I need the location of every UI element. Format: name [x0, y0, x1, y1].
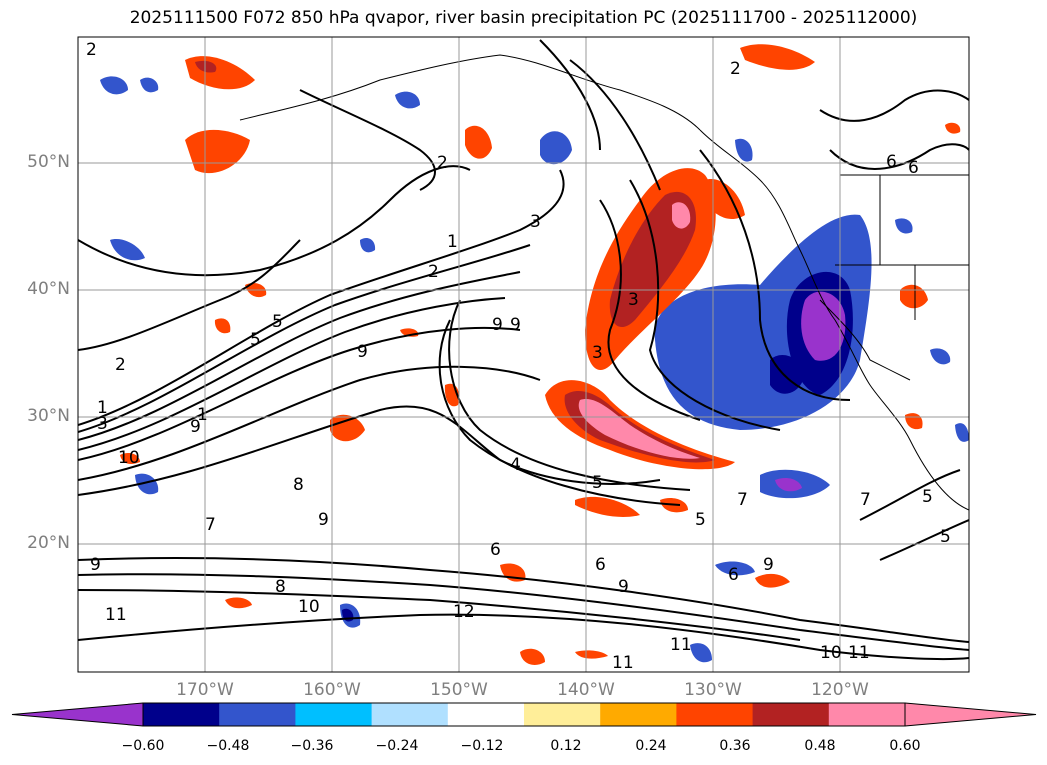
colorbar-cell: [143, 703, 220, 726]
contour-label: 11: [848, 643, 870, 663]
colorbar-tick-label: −0.12: [460, 738, 504, 754]
contour-label: 7: [860, 490, 871, 510]
colorbar-extend-min: [12, 703, 143, 726]
colorbar-cell: [676, 703, 754, 726]
contour-label: 9: [190, 417, 201, 437]
graticule: [78, 37, 969, 672]
contour-label: 10: [820, 643, 842, 663]
lon-label: 170°W: [176, 680, 234, 700]
lon-label: 120°W: [811, 680, 869, 700]
colorbar-cell: [371, 703, 449, 726]
contour-label: 2: [115, 355, 126, 375]
colorbar-cell: [219, 703, 296, 726]
contour-label: 2: [428, 262, 439, 282]
lat-label: 20°N: [27, 533, 70, 553]
precip-anomaly-fill: [100, 44, 969, 665]
contour-labels: 2 2 2 1 2 5 5 2 1 3 9 9 10 3 1 9 9 9 8 7…: [86, 40, 951, 673]
coastlines: [239, 54, 969, 511]
contour-label: 9: [763, 555, 774, 575]
colorbar-tick-label: −0.24: [375, 738, 419, 754]
colorbar-extend-max: [905, 703, 1036, 726]
contour-label: 8: [275, 577, 286, 597]
contour-label: 5: [250, 330, 261, 350]
lat-label: 50°N: [27, 152, 70, 172]
colorbar-tick-label: 0.60: [889, 738, 921, 754]
contour-label: 8: [293, 475, 304, 495]
contour-label: 6: [886, 152, 897, 172]
contour-label: 9: [510, 315, 521, 335]
contour-label: 7: [205, 515, 216, 535]
lon-label: 140°W: [557, 680, 615, 700]
contour-label: 5: [695, 510, 706, 530]
map-area: 2 2 2 1 2 5 5 2 1 3 9 9 10 3 1 9 9 9 8 7…: [78, 37, 969, 673]
colorbar-tick-label: −0.48: [206, 738, 250, 754]
colorbar-cell: [828, 703, 906, 726]
contour-label: 9: [357, 342, 368, 362]
qvapor-contours: [78, 39, 969, 661]
contour-label: 3: [530, 212, 541, 232]
map-frame: [77, 36, 970, 673]
colorbar-tick-label: 0.12: [550, 738, 582, 754]
colorbar-tick-label: −0.60: [121, 738, 165, 754]
colorbar-cell: [600, 703, 677, 726]
colorbar-tick-label: 0.48: [804, 738, 836, 754]
colorbar: [11, 702, 1037, 727]
colorbar-cell: [447, 703, 525, 726]
contour-label: 9: [618, 577, 629, 597]
map-title: 2025111500 F072 850 hPa qvapor, river ba…: [129, 8, 918, 28]
contour-label: 3: [592, 343, 603, 363]
contour-label: 7: [737, 490, 748, 510]
contour-label: 11: [670, 635, 692, 655]
contour-label: 2: [86, 40, 97, 60]
contour-label: 6: [728, 565, 739, 585]
lon-label: 150°W: [430, 680, 488, 700]
contour-label: 1: [447, 232, 458, 252]
contour-label: 9: [492, 315, 503, 335]
contour-label: 12: [453, 602, 475, 622]
contour-label: 2: [437, 153, 448, 173]
contour-label: 11: [612, 653, 634, 673]
contour-label: 1: [197, 405, 208, 425]
lat-label: 40°N: [27, 279, 70, 299]
contour-label: 9: [318, 510, 329, 530]
contour-label: 4: [510, 455, 521, 475]
lat-label: 30°N: [27, 406, 70, 426]
lon-label: 130°W: [684, 680, 742, 700]
colorbar-cell: [752, 703, 830, 726]
contour-label: 6: [908, 158, 919, 178]
contour-label: 5: [272, 312, 283, 332]
colorbar-tick-label: 0.24: [635, 738, 667, 754]
contour-label: 6: [490, 540, 501, 560]
colorbar-cell: [295, 703, 373, 726]
contour-label: 3: [97, 414, 108, 434]
contour-label: 6: [595, 555, 606, 575]
contour-label: 11: [105, 605, 127, 625]
lon-label: 160°W: [303, 680, 361, 700]
colorbar-cell: [524, 703, 601, 726]
contour-label: 10: [118, 448, 140, 468]
contour-label: 5: [922, 487, 933, 507]
contour-label: 10: [298, 597, 320, 617]
contour-label: 1: [97, 398, 108, 418]
contour-label: 9: [90, 555, 101, 575]
contour-label: 3: [628, 290, 639, 310]
colorbar-tick-label: −0.36: [290, 738, 334, 754]
contour-label: 2: [730, 59, 741, 79]
contour-label: 5: [592, 473, 603, 493]
colorbar-tick-label: 0.36: [719, 738, 751, 754]
contour-label: 5: [940, 527, 951, 547]
